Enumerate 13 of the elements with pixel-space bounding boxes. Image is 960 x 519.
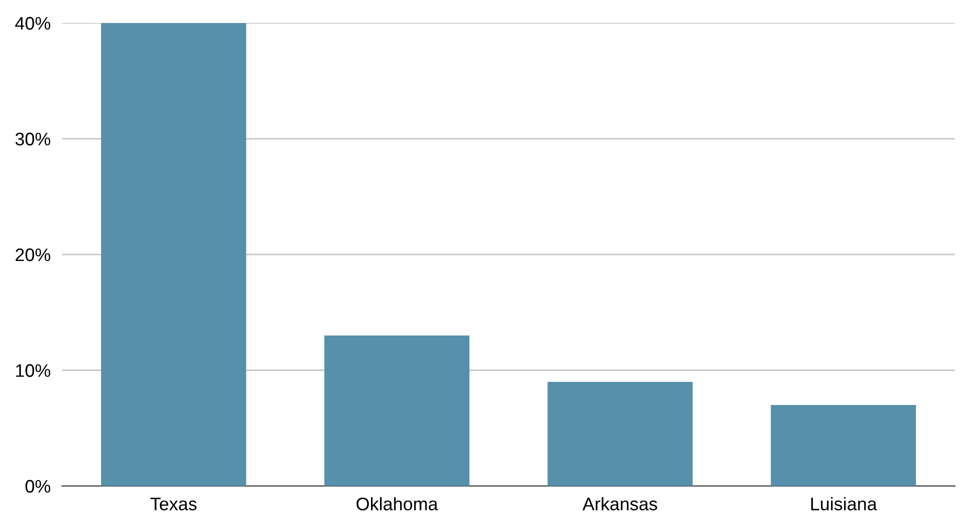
- bar: [548, 382, 693, 486]
- y-tick-label: 20%: [16, 248, 50, 262]
- bar: [770, 404, 916, 486]
- y-tick-label: 10%: [16, 364, 50, 377]
- y-tick-label: 0%: [26, 480, 50, 493]
- bar: [101, 23, 246, 486]
- x-tick-label: Arkansas: [582, 497, 658, 510]
- x-tick-label: Texas: [150, 498, 197, 510]
- x-tick-label: Oklahoma: [356, 497, 438, 510]
- y-tick-label: 30%: [15, 132, 50, 146]
- y-tick-label: 40%: [15, 16, 50, 30]
- x-tick-label: Luisiana: [811, 497, 878, 510]
- bar: [324, 336, 470, 486]
